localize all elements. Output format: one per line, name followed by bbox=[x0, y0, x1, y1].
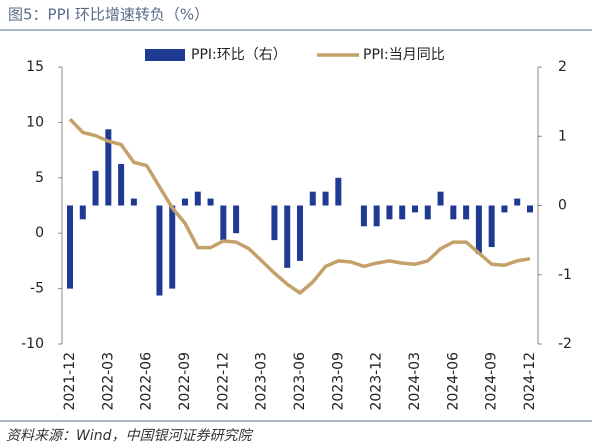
bar bbox=[284, 205, 291, 268]
legend-swatch bbox=[145, 49, 185, 61]
x-tick-label: 2024-12 bbox=[522, 352, 538, 411]
x-tick-label: 2022-06 bbox=[139, 352, 155, 411]
legend-label: PPI:当月同比 bbox=[363, 47, 445, 63]
bar bbox=[322, 191, 329, 206]
x-tick-label: 2023-12 bbox=[369, 352, 385, 411]
bar bbox=[386, 205, 393, 220]
y2-tick-label: -2 bbox=[558, 336, 572, 352]
bar bbox=[297, 205, 303, 261]
x-tick-label: 2023-03 bbox=[254, 352, 270, 411]
bar bbox=[105, 129, 112, 206]
bar bbox=[475, 205, 482, 254]
bar bbox=[207, 198, 214, 206]
bar bbox=[437, 191, 444, 206]
y2-tick-label: 1 bbox=[558, 128, 567, 144]
bar bbox=[527, 205, 533, 213]
bar bbox=[79, 205, 86, 220]
line bbox=[68, 117, 531, 295]
y-tick-label: 0 bbox=[35, 225, 44, 241]
bar bbox=[233, 205, 240, 234]
bar bbox=[67, 205, 73, 289]
bar bbox=[360, 205, 367, 227]
x-tick-label: 2023-09 bbox=[330, 352, 346, 411]
x-tick-label: 2022-09 bbox=[177, 352, 193, 411]
bar bbox=[118, 163, 125, 206]
bar bbox=[169, 205, 176, 289]
x-tick-label: 2024-09 bbox=[484, 352, 500, 411]
chart-title: 图5：PPI 环比增速转负（%） bbox=[8, 6, 209, 24]
y-tick-label: -5 bbox=[30, 281, 44, 297]
x-tick-label: 2022-12 bbox=[215, 352, 231, 411]
bar bbox=[488, 205, 495, 248]
bar bbox=[220, 205, 227, 241]
bar bbox=[92, 170, 99, 206]
bar bbox=[450, 205, 457, 220]
bar bbox=[514, 198, 521, 206]
bar bbox=[335, 177, 342, 206]
bar bbox=[182, 198, 188, 206]
bar bbox=[271, 205, 278, 241]
legend-label: PPI:环比（右） bbox=[191, 47, 287, 63]
bar bbox=[156, 205, 163, 296]
x-tick-label: 2022-03 bbox=[100, 352, 116, 411]
bar bbox=[309, 191, 316, 206]
bar bbox=[501, 205, 508, 213]
x-tick-label: 2021-12 bbox=[62, 352, 78, 411]
y2-tick-label: -1 bbox=[558, 267, 572, 283]
y2-tick-label: 2 bbox=[558, 59, 567, 75]
bar bbox=[373, 205, 380, 227]
bar bbox=[463, 205, 470, 220]
bar bbox=[399, 205, 406, 220]
bar bbox=[130, 198, 137, 206]
bar bbox=[194, 191, 201, 206]
source: 资料来源：Wind，中国银河证券研究院 bbox=[6, 428, 253, 444]
y-tick-label: 10 bbox=[26, 114, 44, 130]
bar bbox=[412, 205, 418, 213]
x-tick-label: 2024-03 bbox=[407, 352, 423, 411]
y2-tick-label: 0 bbox=[558, 198, 567, 214]
x-tick-label: 2023-06 bbox=[292, 352, 308, 411]
y-tick-label: -10 bbox=[21, 336, 44, 352]
y-tick-label: 5 bbox=[35, 170, 44, 186]
bar bbox=[424, 205, 431, 220]
y-tick-label: 15 bbox=[26, 59, 44, 75]
x-tick-label: 2024-06 bbox=[445, 352, 461, 411]
